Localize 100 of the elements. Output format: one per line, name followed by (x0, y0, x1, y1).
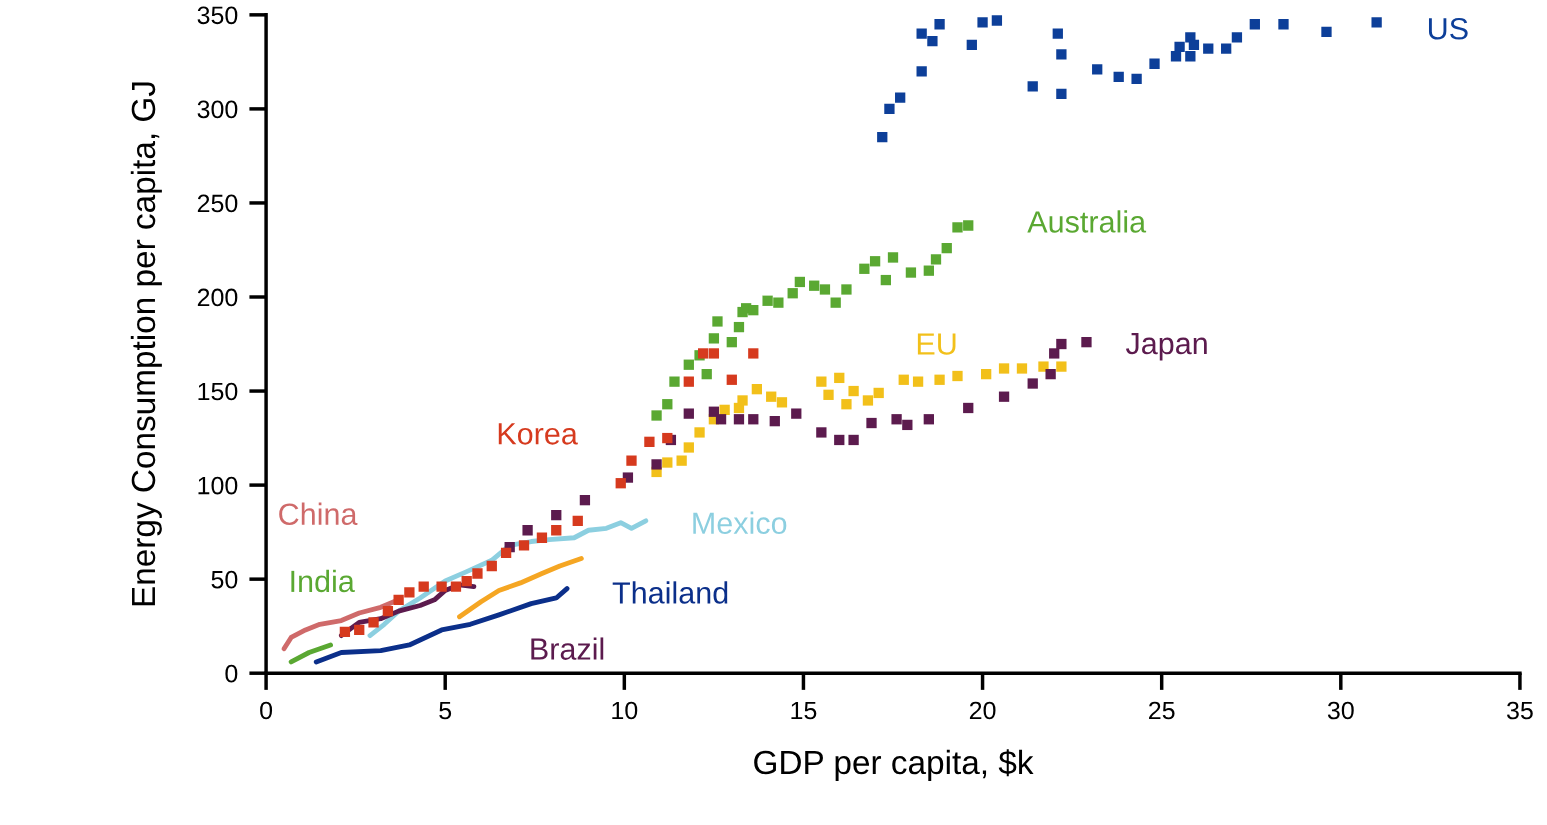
point (923, 414, 934, 425)
point (1081, 336, 1092, 348)
point (354, 624, 365, 636)
point (866, 417, 877, 429)
point (486, 560, 497, 572)
point (662, 457, 673, 468)
point (895, 92, 906, 103)
point (902, 419, 913, 431)
point (916, 66, 927, 77)
point (1278, 19, 1289, 30)
y-tick-label: 300 (197, 100, 238, 119)
point (869, 256, 881, 267)
point (1027, 378, 1038, 389)
point (816, 427, 827, 438)
x-tick-label: 5 (439, 701, 452, 720)
point (1221, 43, 1232, 54)
series-label: US (1428, 17, 1468, 40)
series-label: Mexico (693, 511, 787, 535)
point (626, 455, 637, 466)
point (841, 284, 852, 295)
point (762, 295, 773, 306)
point (715, 414, 727, 425)
point (991, 15, 1003, 26)
point (898, 374, 909, 385)
point (998, 391, 1010, 402)
point (873, 387, 884, 399)
y-tick-label: 350 (197, 6, 238, 25)
point (683, 359, 694, 370)
y-tick-label: 200 (197, 288, 238, 307)
point (651, 459, 662, 470)
point (572, 515, 583, 526)
point (662, 399, 673, 410)
x-tick-label: 25 (1149, 701, 1175, 720)
point (830, 297, 841, 308)
point (841, 399, 852, 410)
y-tick-label: 150 (198, 382, 238, 401)
x-tick-label: 0 (260, 701, 273, 720)
point (1231, 32, 1243, 43)
series-label: Thailand (612, 581, 728, 604)
point (963, 220, 974, 231)
point (1131, 73, 1142, 84)
point (966, 39, 977, 51)
point (748, 348, 759, 359)
point (952, 222, 963, 233)
point (776, 397, 788, 408)
point (1056, 49, 1067, 60)
line-series (457, 556, 584, 620)
point (683, 376, 694, 387)
point (880, 274, 891, 286)
point (751, 384, 763, 395)
point (912, 376, 924, 387)
point (862, 395, 874, 406)
point (676, 455, 687, 466)
point (1321, 26, 1332, 37)
series-label: EU (917, 333, 956, 355)
point (536, 532, 548, 543)
point (905, 267, 917, 278)
x-tick-label: 20 (969, 701, 996, 720)
point (712, 316, 723, 327)
point (551, 525, 562, 536)
point (891, 414, 902, 425)
point (719, 404, 730, 416)
point (450, 581, 462, 592)
y-tick-label: 100 (198, 476, 238, 495)
point (662, 432, 673, 444)
point (884, 103, 895, 115)
point (834, 372, 845, 384)
point (1056, 361, 1067, 372)
point (1027, 81, 1038, 92)
x-tick-label: 30 (1327, 701, 1354, 720)
point (708, 333, 720, 344)
point (816, 376, 827, 387)
point (651, 410, 662, 421)
series-label: Japan (1125, 333, 1207, 361)
point (1174, 41, 1185, 52)
series-label: Australia (1027, 210, 1147, 233)
point (683, 442, 694, 453)
point (1188, 39, 1200, 51)
series-label: India (291, 569, 355, 593)
point (404, 587, 415, 598)
point (368, 617, 379, 628)
point (1016, 363, 1028, 374)
y-tick-label: 50 (211, 570, 238, 589)
point (848, 434, 859, 446)
point (518, 540, 530, 551)
point (708, 348, 720, 359)
point (579, 495, 591, 506)
point (819, 284, 831, 295)
point (733, 321, 745, 333)
point (934, 19, 945, 30)
point (733, 414, 745, 425)
point (500, 547, 512, 558)
point (615, 478, 626, 489)
point (927, 36, 938, 47)
point (963, 402, 974, 414)
point (436, 581, 447, 592)
point (694, 427, 705, 438)
point (726, 336, 737, 348)
point (981, 368, 992, 380)
point (726, 374, 737, 385)
